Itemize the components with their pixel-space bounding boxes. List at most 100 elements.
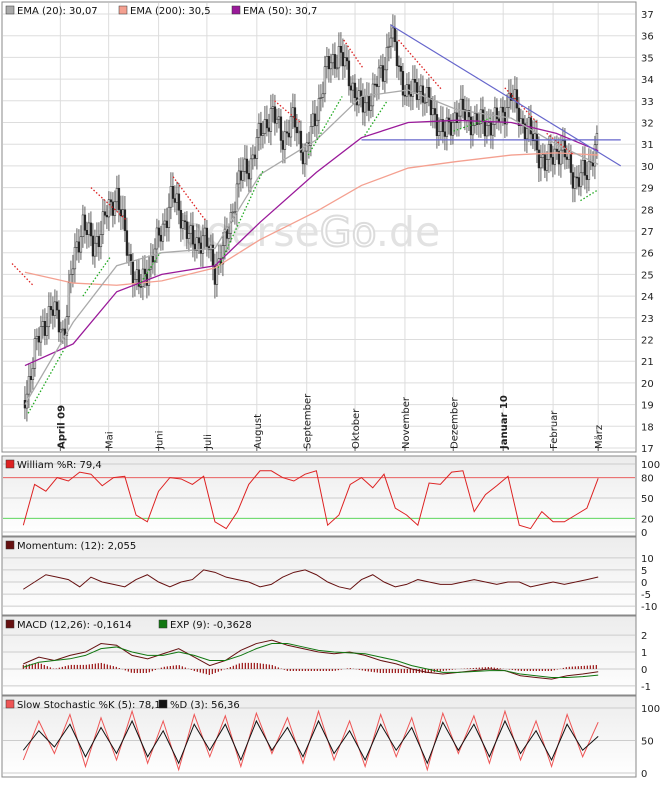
- candle-body: [537, 149, 541, 169]
- candle-body: [373, 83, 377, 86]
- candle-body: [545, 159, 549, 171]
- candle-body: [565, 156, 569, 160]
- legend-swatch: [118, 5, 128, 15]
- candle-body: [347, 60, 351, 87]
- candle-body: [167, 206, 171, 228]
- candle-body: [521, 118, 525, 125]
- panel-y-tick: 10: [641, 554, 654, 565]
- candle-body: [169, 186, 173, 208]
- candle-body: [109, 199, 113, 203]
- panel-y-tick: 50: [641, 737, 654, 748]
- y-tick-label: 33: [641, 97, 654, 108]
- y-tick-label: 20: [641, 379, 654, 390]
- y-tick-label: 32: [641, 119, 654, 130]
- candle-body: [147, 268, 151, 286]
- candle-body: [261, 133, 265, 136]
- candle-body: [113, 201, 117, 216]
- candle-body: [231, 211, 235, 214]
- candle-body: [561, 140, 565, 151]
- candle-body: [295, 126, 299, 134]
- candle-body: [37, 335, 41, 343]
- panel-y-tick: 0: [641, 769, 647, 780]
- candle-body: [383, 69, 387, 82]
- ema50-line: [24, 119, 599, 367]
- panel-y-tick: -1: [641, 682, 651, 693]
- month-label: April 09: [56, 405, 67, 449]
- candle-body: [249, 158, 253, 180]
- candle-body: [535, 133, 539, 151]
- month-label: Januar 10: [499, 395, 510, 450]
- candle-body: [289, 116, 293, 138]
- candle-body: [185, 221, 189, 239]
- candle-body: [139, 286, 143, 288]
- candle-body: [41, 321, 45, 327]
- panel-legend-label: MACD (12,26): -0,1614: [17, 620, 132, 631]
- candle-body: [89, 222, 93, 237]
- candle-body: [81, 214, 85, 237]
- candle-body: [567, 153, 571, 160]
- candle-body: [335, 67, 339, 70]
- candle-body: [275, 118, 279, 124]
- candle-body: [199, 242, 203, 254]
- candle-body: [143, 268, 147, 275]
- stop-dots-green: [453, 117, 491, 132]
- panel-y-tick: 20: [641, 514, 654, 525]
- candle-body: [107, 199, 111, 218]
- candle-body: [305, 142, 309, 152]
- candle-body: [573, 176, 577, 189]
- candle-body: [67, 282, 71, 317]
- panel-y-tick: 5: [641, 566, 647, 577]
- candle-body: [39, 326, 43, 343]
- price-series: [11, 14, 622, 422]
- stop-dots-green: [27, 350, 65, 414]
- candle-body: [215, 265, 219, 285]
- candle-body: [257, 123, 261, 138]
- candle-body: [571, 172, 575, 189]
- candle-body: [495, 107, 499, 120]
- candle-body: [331, 54, 335, 64]
- candle-body: [271, 106, 275, 109]
- panel-y-tick: 0: [641, 528, 647, 539]
- candle-body: [65, 316, 69, 336]
- legend-swatch: [5, 5, 15, 15]
- candle-body: [49, 306, 53, 311]
- candle-body: [385, 47, 389, 71]
- candle-body: [577, 177, 581, 187]
- candle-body: [393, 27, 397, 42]
- candle-body: [251, 154, 255, 160]
- macd-panel-frame: [1, 615, 637, 696]
- candle-body: [95, 236, 99, 244]
- y-tick-label: 24: [641, 292, 654, 303]
- y-tick-label: 37: [641, 10, 654, 21]
- candle-body: [507, 92, 511, 108]
- candle-body: [213, 266, 217, 285]
- legend-swatch: [231, 5, 241, 15]
- candle-body: [553, 148, 557, 165]
- candle-body: [245, 158, 249, 174]
- candle-body: [125, 230, 129, 256]
- stop-dots-red: [546, 132, 575, 156]
- candle-body: [267, 127, 271, 132]
- y-tick-label: 22: [641, 336, 654, 347]
- candle-body: [365, 95, 369, 104]
- candle-body: [341, 52, 345, 67]
- candle-body: [273, 106, 277, 124]
- candle-body: [233, 211, 237, 214]
- candle-body: [415, 82, 419, 100]
- candle-body: [97, 236, 101, 248]
- month-label: Juli: [203, 434, 214, 450]
- stop-dots-green: [217, 169, 264, 269]
- candle-body: [419, 85, 423, 92]
- candle-body: [255, 137, 259, 159]
- candle-body: [421, 85, 425, 103]
- candle-body: [159, 234, 163, 242]
- month-axis: April 09 Mai Juni Juli August September Oktobe…: [56, 393, 605, 451]
- stop-dots-green: [138, 252, 161, 286]
- candle-body: [501, 106, 505, 113]
- y-tick-label: 23: [641, 314, 654, 325]
- panel-legend-swatch: [5, 540, 15, 550]
- candle-body: [417, 91, 421, 100]
- candle-body: [237, 170, 241, 185]
- candle-body: [291, 107, 295, 117]
- month-label: Mai: [105, 431, 116, 449]
